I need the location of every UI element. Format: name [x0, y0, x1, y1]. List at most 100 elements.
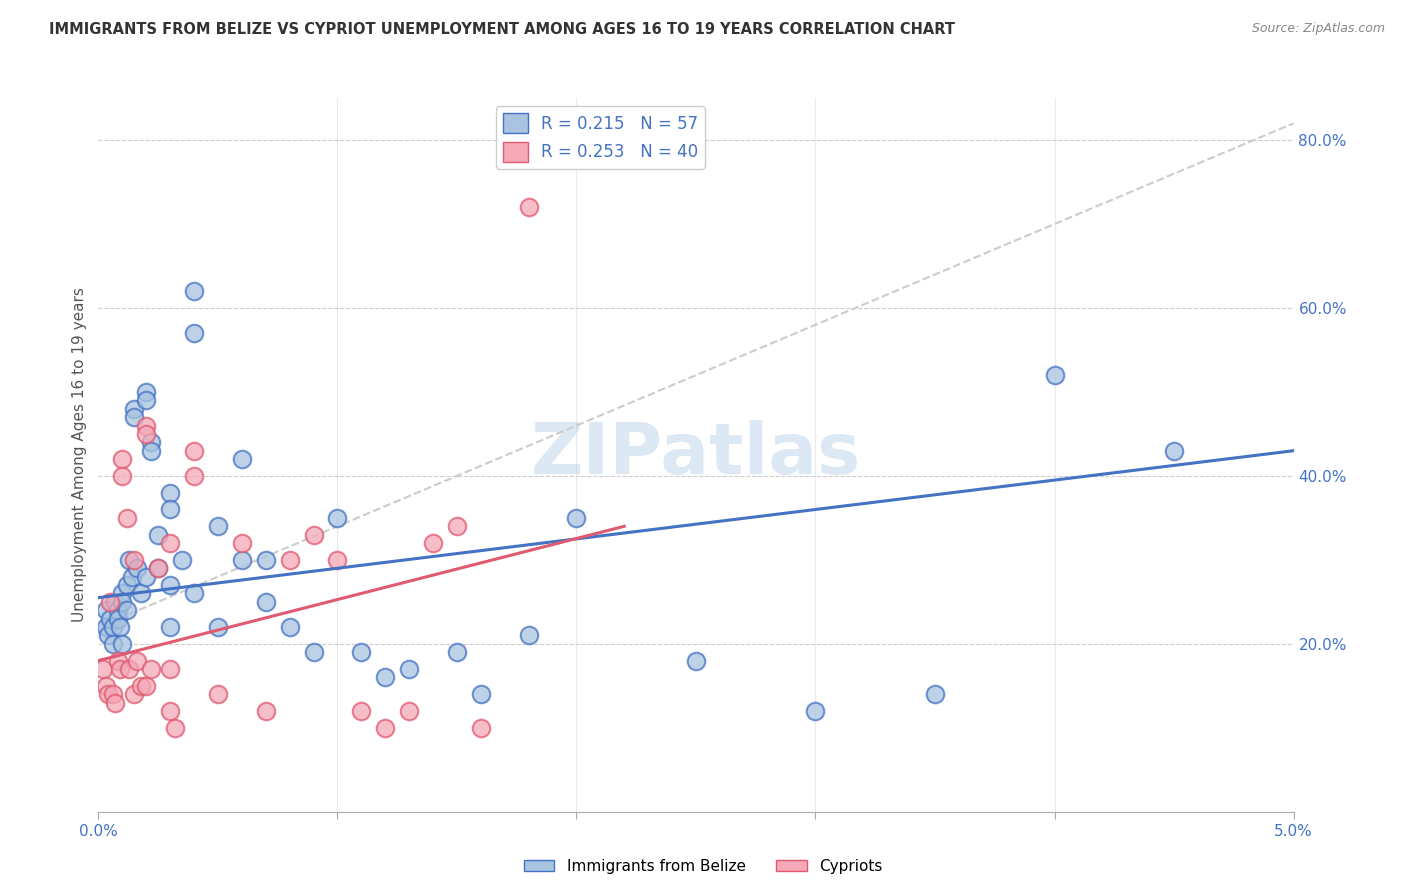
Point	[159, 662, 181, 676]
Point	[148, 561, 170, 575]
Point	[111, 637, 134, 651]
Point	[148, 561, 170, 575]
Point	[115, 511, 138, 525]
Point	[135, 393, 157, 408]
Point	[278, 620, 301, 634]
Point	[422, 536, 444, 550]
Point	[94, 603, 117, 617]
Point	[125, 654, 148, 668]
Text: ZIPatlas: ZIPatlas	[531, 420, 860, 490]
Point	[374, 721, 396, 735]
Point	[101, 620, 124, 634]
Point	[254, 704, 277, 718]
Point	[118, 553, 141, 567]
Point	[124, 553, 146, 567]
Point	[101, 637, 124, 651]
Point	[139, 443, 162, 458]
Point	[231, 452, 253, 467]
Point	[685, 654, 707, 668]
Point	[107, 654, 129, 668]
Point	[398, 704, 420, 718]
Point	[470, 687, 492, 701]
Text: Source: ZipAtlas.com: Source: ZipAtlas.com	[1251, 22, 1385, 36]
Point	[254, 595, 277, 609]
Point	[231, 536, 253, 550]
Point	[470, 721, 492, 735]
Point	[94, 620, 117, 634]
Point	[183, 443, 205, 458]
Point	[98, 595, 122, 609]
Point	[91, 662, 114, 676]
Point	[159, 502, 181, 516]
Point	[98, 612, 122, 626]
Point	[278, 553, 301, 567]
Point	[101, 687, 124, 701]
Point	[1163, 443, 1185, 458]
Point	[148, 527, 170, 541]
Point	[924, 687, 946, 701]
Point	[118, 662, 141, 676]
Point	[302, 527, 325, 541]
Point	[111, 586, 134, 600]
Y-axis label: Unemployment Among Ages 16 to 19 years: Unemployment Among Ages 16 to 19 years	[72, 287, 87, 623]
Point	[139, 662, 162, 676]
Point	[254, 553, 277, 567]
Point	[131, 586, 153, 600]
Point	[139, 435, 162, 450]
Point	[183, 586, 205, 600]
Point	[124, 687, 146, 701]
Point	[121, 569, 143, 583]
Legend: R = 0.215   N = 57, R = 0.253   N = 40: R = 0.215 N = 57, R = 0.253 N = 40	[496, 106, 704, 169]
Point	[302, 645, 325, 659]
Point	[565, 511, 588, 525]
Point	[135, 679, 157, 693]
Point	[517, 200, 540, 214]
Point	[115, 603, 138, 617]
Point	[163, 721, 186, 735]
Point	[124, 410, 146, 425]
Point	[111, 595, 134, 609]
Point	[159, 578, 181, 592]
Point	[107, 603, 129, 617]
Point	[517, 628, 540, 642]
Point	[135, 426, 157, 441]
Point	[446, 645, 468, 659]
Point	[350, 645, 373, 659]
Point	[207, 687, 229, 701]
Point	[94, 679, 117, 693]
Point	[111, 452, 134, 467]
Point	[159, 704, 181, 718]
Point	[231, 553, 253, 567]
Point	[398, 662, 420, 676]
Point	[97, 687, 120, 701]
Point	[183, 326, 205, 341]
Point	[97, 628, 120, 642]
Point	[159, 485, 181, 500]
Point	[124, 401, 146, 416]
Point	[104, 595, 127, 609]
Point	[172, 553, 194, 567]
Point	[108, 620, 131, 634]
Point	[107, 612, 129, 626]
Point	[446, 519, 468, 533]
Point	[104, 696, 127, 710]
Point	[326, 511, 349, 525]
Point	[159, 536, 181, 550]
Point	[131, 679, 153, 693]
Point	[1043, 368, 1066, 383]
Point	[183, 284, 205, 298]
Point	[135, 418, 157, 433]
Point	[125, 561, 148, 575]
Point	[804, 704, 827, 718]
Point	[108, 662, 131, 676]
Point	[111, 469, 134, 483]
Point	[374, 670, 396, 684]
Legend: Immigrants from Belize, Cypriots: Immigrants from Belize, Cypriots	[517, 853, 889, 880]
Point	[350, 704, 373, 718]
Point	[207, 519, 229, 533]
Text: IMMIGRANTS FROM BELIZE VS CYPRIOT UNEMPLOYMENT AMONG AGES 16 TO 19 YEARS CORRELA: IMMIGRANTS FROM BELIZE VS CYPRIOT UNEMPL…	[49, 22, 955, 37]
Point	[135, 384, 157, 399]
Point	[207, 620, 229, 634]
Point	[183, 469, 205, 483]
Point	[326, 553, 349, 567]
